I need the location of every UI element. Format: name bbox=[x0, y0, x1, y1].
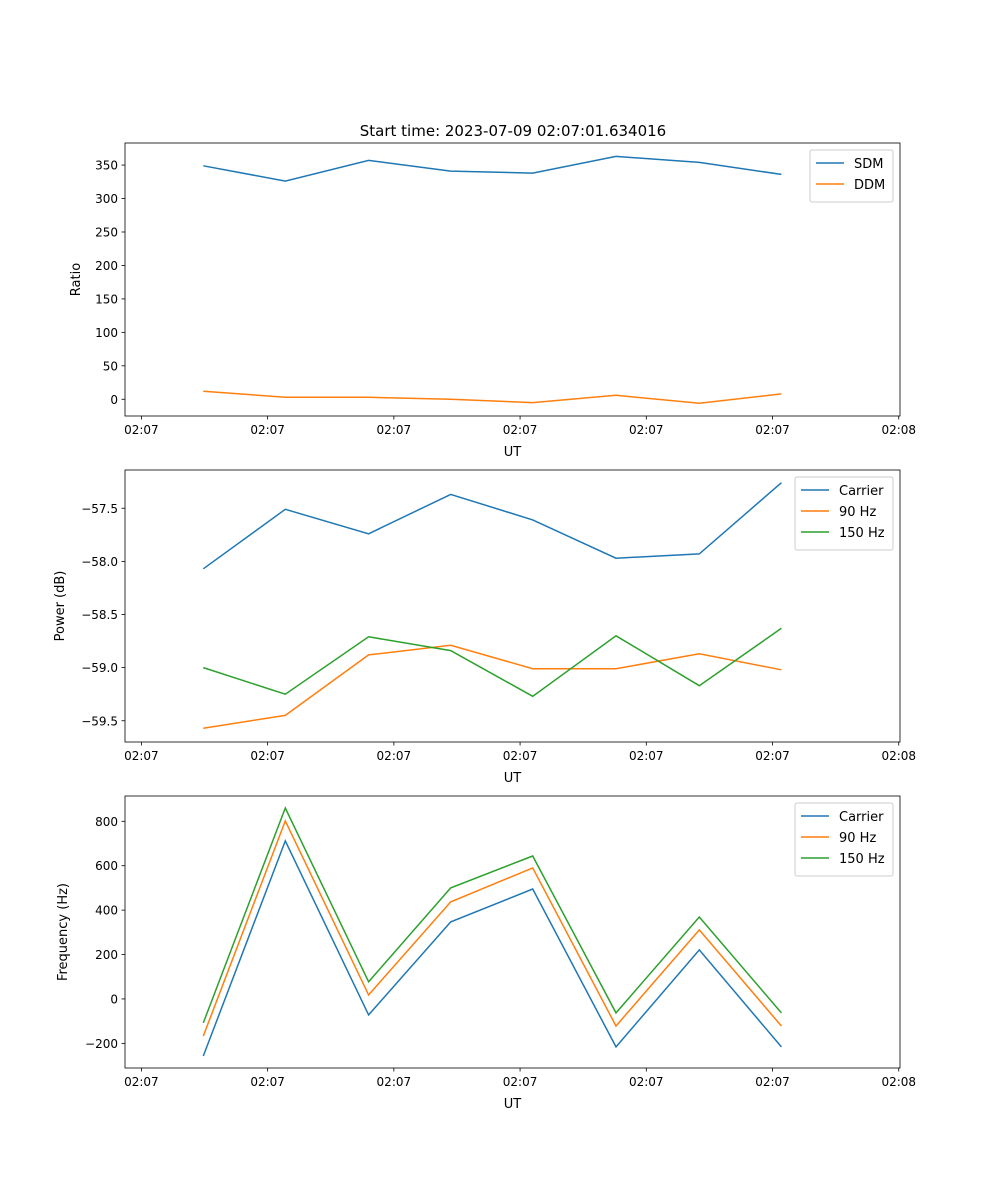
y-axis-label: Power (dB) bbox=[53, 571, 68, 642]
x-tick-label: 02:07 bbox=[755, 1075, 790, 1089]
x-tick-label: 02:07 bbox=[755, 423, 790, 437]
y-tick-label: 250 bbox=[95, 225, 118, 239]
x-axis-label: UT bbox=[504, 771, 522, 786]
y-tick-label: 800 bbox=[95, 815, 118, 829]
x-tick-label: 02:08 bbox=[881, 423, 916, 437]
x-axis-label: UT bbox=[504, 445, 522, 460]
x-tick-label: 02:07 bbox=[629, 1075, 664, 1089]
y-tick-label: 300 bbox=[95, 192, 118, 206]
x-tick-label: 02:07 bbox=[377, 1075, 412, 1089]
x-tick-label: 02:07 bbox=[755, 749, 790, 763]
x-tick-label: 02:07 bbox=[250, 1075, 285, 1089]
y-tick-label: −58.0 bbox=[81, 555, 118, 569]
subplot-1: 02:07 02:07 02:07 02:07 02:07 02:07 02:08 0 50 10… bbox=[69, 142, 916, 460]
y-tick-label: 50 bbox=[103, 359, 118, 373]
legend: SDM DDM bbox=[809, 149, 894, 203]
x-tick-label: 02:08 bbox=[881, 1075, 916, 1089]
subplot-3: 02:07 02:07 02:07 02:07 02:07 02:07 02:08 −200 0… bbox=[56, 795, 916, 1112]
x-tick-label: 02:07 bbox=[503, 423, 538, 437]
figure-title: Start time: 2023-07-09 02:07:01.634016 bbox=[360, 122, 666, 140]
axes-frame bbox=[124, 795, 901, 1069]
x-tick-label: 02:07 bbox=[250, 749, 285, 763]
y-tick-label: 100 bbox=[95, 326, 118, 340]
axes-frame bbox=[124, 142, 901, 417]
y-tick-label: −59.0 bbox=[81, 661, 118, 675]
legend-label: SDM bbox=[854, 157, 883, 172]
y-tick-label: −59.5 bbox=[81, 714, 118, 728]
series-line-sdm bbox=[203, 155, 782, 182]
y-tick-label: 400 bbox=[95, 904, 118, 918]
x-tick-label: 02:07 bbox=[629, 749, 664, 763]
y-tick-label: 150 bbox=[95, 292, 118, 306]
y-tick-label: −58.5 bbox=[81, 608, 118, 622]
series-line-carrier bbox=[202, 838, 782, 1057]
series-line-150-hz bbox=[202, 806, 782, 1024]
legend-label: DDM bbox=[854, 178, 885, 193]
x-tick-label: 02:07 bbox=[250, 423, 285, 437]
y-tick-label: 600 bbox=[95, 859, 118, 873]
legend-label: Carrier bbox=[839, 810, 884, 825]
legend: Carrier 90 Hz 150 Hz bbox=[794, 802, 894, 877]
x-tick-label: 02:07 bbox=[377, 749, 412, 763]
x-tick-label: 02:07 bbox=[629, 423, 664, 437]
legend: Carrier 90 Hz 150 Hz bbox=[794, 476, 894, 551]
series-line-carrier bbox=[202, 482, 782, 570]
series-line-ddm bbox=[203, 390, 782, 405]
y-tick-label: −200 bbox=[85, 1037, 118, 1051]
legend-label: Carrier bbox=[839, 484, 884, 499]
y-tick-label: 0 bbox=[110, 992, 118, 1006]
x-tick-label: 02:07 bbox=[124, 423, 159, 437]
legend-label: 150 Hz bbox=[839, 526, 885, 541]
axes-frame bbox=[124, 469, 901, 743]
x-tick-label: 02:07 bbox=[377, 423, 412, 437]
y-tick-label: 0 bbox=[110, 393, 118, 407]
series-line-90-hz bbox=[202, 818, 782, 1037]
legend-label: 90 Hz bbox=[839, 831, 876, 846]
y-axis-label: Ratio bbox=[69, 263, 84, 296]
series-line-150-hz bbox=[203, 627, 782, 698]
x-tick-label: 02:07 bbox=[503, 1075, 538, 1089]
x-tick-label: 02:07 bbox=[124, 1075, 159, 1089]
legend-label: 150 Hz bbox=[839, 852, 885, 867]
y-tick-label: −57.5 bbox=[81, 502, 118, 516]
subplot-2: 02:07 02:07 02:07 02:07 02:07 02:07 02:08 −59.5… bbox=[53, 469, 916, 786]
x-tick-label: 02:08 bbox=[881, 749, 916, 763]
x-axis-label: UT bbox=[504, 1097, 522, 1112]
x-tick-label: 02:07 bbox=[124, 749, 159, 763]
y-tick-label: 200 bbox=[95, 948, 118, 962]
series-line-90-hz bbox=[203, 644, 782, 729]
y-axis-label: Frequency (Hz) bbox=[56, 883, 71, 981]
legend-label: 90 Hz bbox=[839, 505, 876, 520]
x-tick-label: 02:07 bbox=[503, 749, 538, 763]
y-tick-label: 200 bbox=[95, 259, 118, 273]
y-tick-label: 350 bbox=[95, 159, 118, 173]
